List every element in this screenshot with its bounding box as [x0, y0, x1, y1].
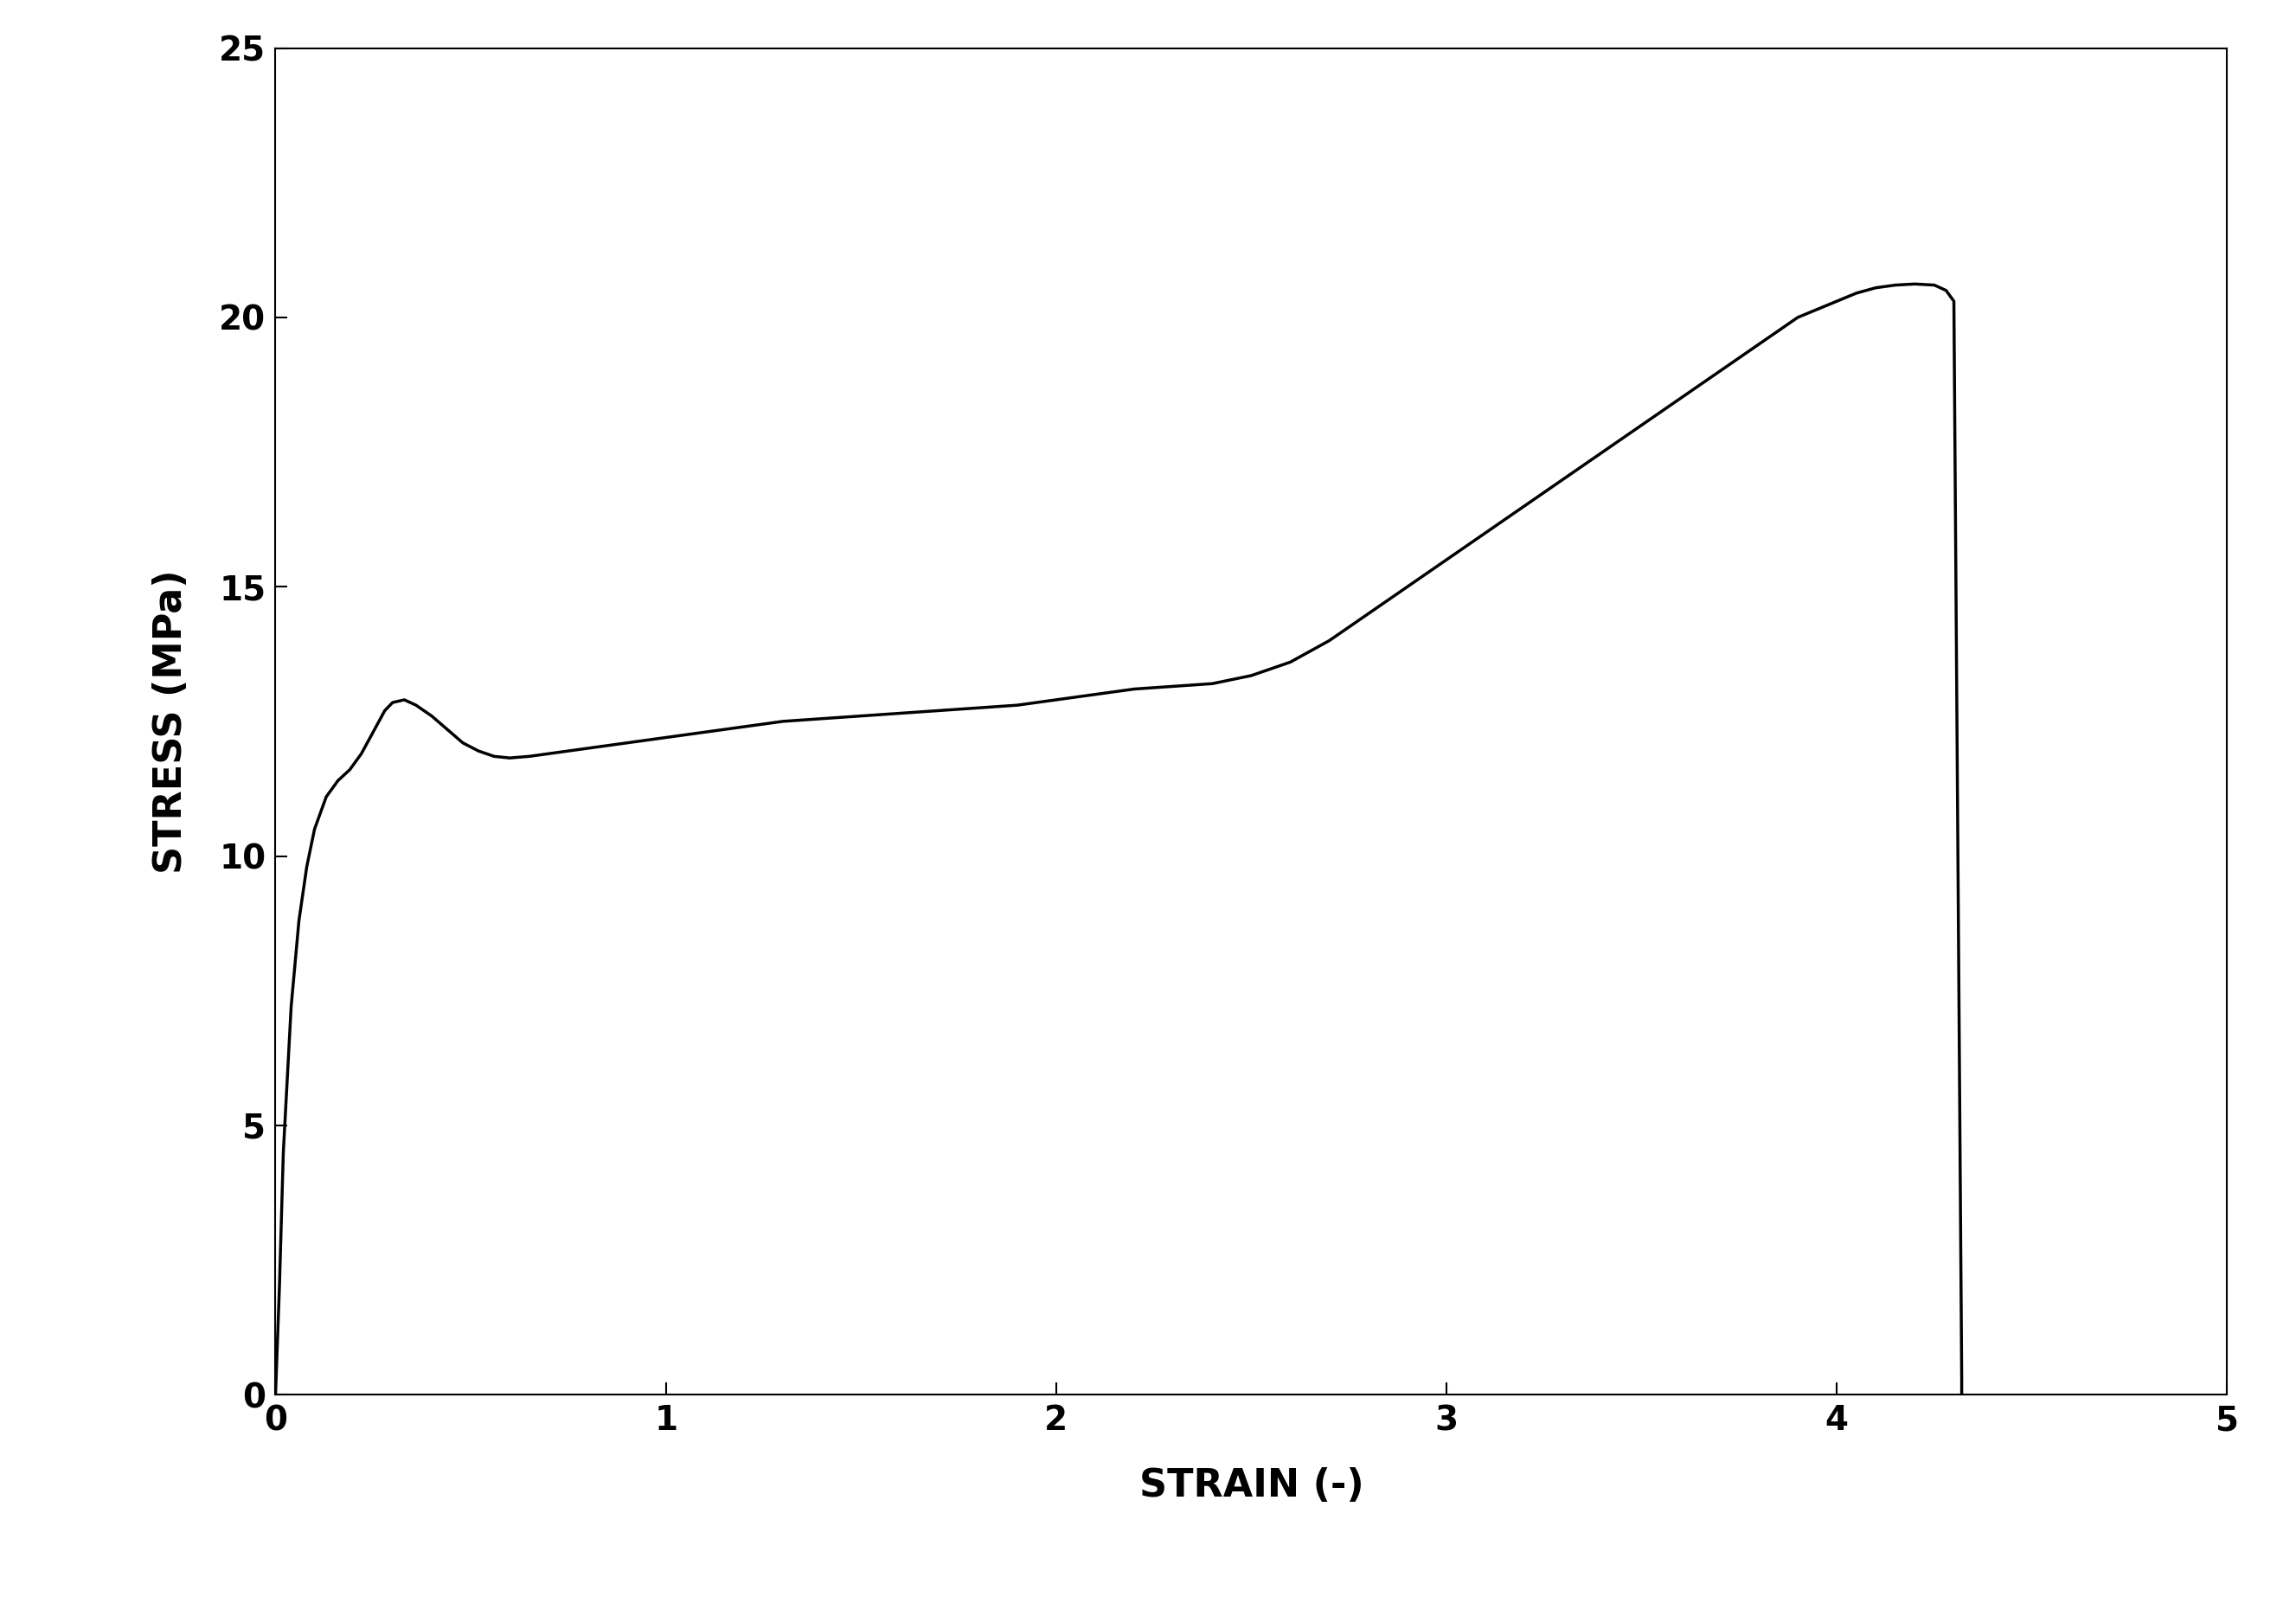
Y-axis label: STRESS (MPa): STRESS (MPa) — [152, 569, 188, 874]
X-axis label: STRAIN (-): STRAIN (-) — [1139, 1467, 1364, 1504]
